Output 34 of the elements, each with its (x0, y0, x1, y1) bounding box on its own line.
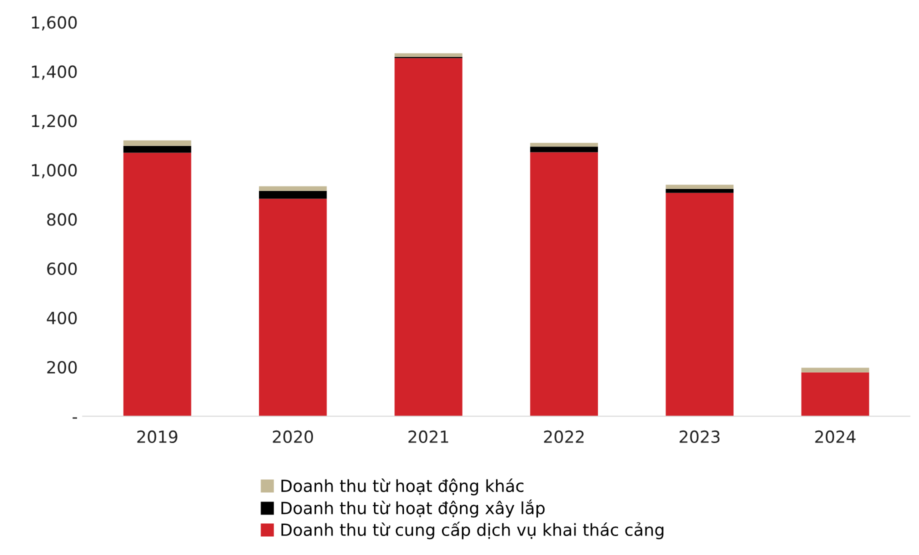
bar (530, 146, 598, 152)
bar (123, 152, 192, 416)
y-tick-label: 1,400 (32, 65, 77, 80)
legend-label: Doanh thu từ cung cấp dịch vụ khai thác cảng (281, 522, 664, 540)
y-tick-label: 1,000 (32, 164, 77, 178)
x-tick-label: 2022 (544, 430, 584, 444)
bar (666, 188, 734, 193)
y-tick-label: 600 (47, 262, 77, 276)
legend-label: Doanh thu từ hoạt động xây lắp (281, 500, 545, 518)
y-tick-label: - (72, 417, 78, 419)
bar (394, 58, 462, 416)
bar (801, 368, 870, 372)
bar (394, 53, 462, 57)
x-tick-label: 2019 (137, 430, 178, 444)
y-tick-label: 400 (46, 312, 77, 324)
bar (123, 140, 192, 146)
bar (666, 192, 734, 416)
x-tick-label: 2024 (815, 430, 856, 444)
bar (258, 198, 327, 416)
y-tick-label: 1,200 (32, 114, 77, 129)
y-tick-label: 200 (47, 360, 77, 374)
bar (530, 142, 598, 147)
legend-label: Doanh thu từ hoạt động khác (281, 478, 524, 496)
y-tick-label: 800 (47, 213, 77, 226)
x-tick-label: 2020 (272, 430, 313, 444)
bar (258, 186, 327, 191)
bar (801, 372, 870, 416)
x-tick-label: 2023 (680, 430, 720, 444)
y-tick-label: 1,600 (32, 16, 77, 30)
bar (666, 184, 734, 189)
bar (123, 146, 192, 153)
bar (530, 152, 598, 416)
x-tick-label: 2021 (408, 430, 448, 444)
bar (258, 190, 327, 199)
